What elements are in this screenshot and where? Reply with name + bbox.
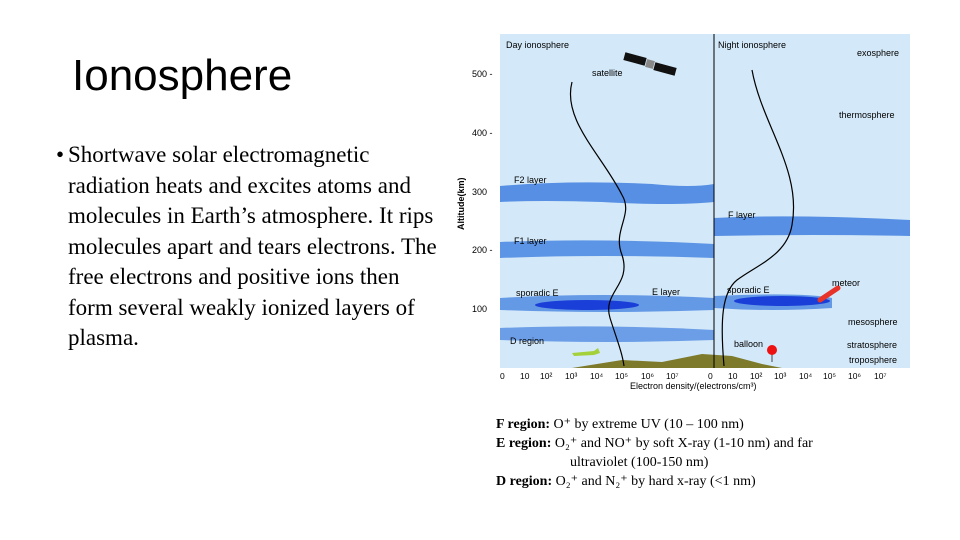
balloon-label: balloon [734, 339, 763, 349]
y-tick-300: 300 [472, 187, 487, 197]
thermosphere-label: thermosphere [839, 110, 895, 120]
x-tick-night-7: 10⁷ [874, 371, 887, 381]
x-tick-night-3: 10³ [774, 371, 786, 381]
f-region-text: O⁺ by extreme UV (10 – 100 nm) [553, 417, 744, 432]
e-region-label: E region: [496, 436, 552, 451]
x-tick-night-6: 10⁶ [848, 371, 861, 381]
x-tick-night-1: 10 [728, 371, 738, 381]
y-tick-500: 500 - [472, 69, 493, 79]
stratosphere-label: stratosphere [847, 340, 897, 350]
x-tick-night-0: 0 [708, 371, 713, 381]
sporadic-e-day-label: sporadic E [516, 288, 559, 298]
x-tick-day-5: 10⁵ [615, 371, 628, 381]
y-tick-200: 200 - [472, 245, 493, 255]
y-axis-label: Altitude(km) [456, 178, 466, 231]
y-tick-100: 100 [472, 304, 487, 314]
d-region-label-text: D region: [496, 474, 553, 489]
satellite-label: satellite [592, 68, 623, 78]
meteor-icon [817, 285, 841, 303]
x-tick-day-1: 10 [520, 371, 530, 381]
bullet-marker: • [56, 142, 65, 167]
sporadic-e-night-label: sporadic E [727, 285, 770, 295]
f-region-label: F region: [496, 417, 551, 432]
e-region-text: O₂⁺ and NO⁺ by soft X-ray (1-10 nm) and … [554, 436, 813, 451]
x-tick-day-0: 0 [500, 371, 505, 381]
x-tick-day-3: 10³ [565, 371, 577, 381]
f-layer-band [714, 216, 910, 236]
night-density-curve [721, 69, 795, 367]
x-tick-labels: 0 10 10² 10³ 10⁴ 10⁵ 10⁶ 10⁷ 0 10 10² 10… [500, 371, 887, 381]
troposphere-label: troposphere [849, 355, 897, 365]
f1-layer-label: F1 layer [514, 236, 547, 246]
e-region-row: E region: O₂⁺ and NO⁺ by soft X-ray (1-1… [496, 434, 936, 453]
ionization-regions: F region: O⁺ by extreme UV (10 – 100 nm)… [496, 415, 936, 491]
night-ionosphere-label: Night ionosphere [718, 40, 786, 50]
sporadic-e-day-patch [535, 300, 639, 310]
e-layer-label: E layer [652, 287, 680, 297]
day-ionosphere-label: Day ionosphere [506, 40, 569, 50]
plane-icon [572, 348, 600, 356]
y-tick-labels: 500 - 400 - 300 200 - 100 [472, 69, 493, 314]
ground-mountains [572, 354, 782, 368]
x-tick-day-7: 10⁷ [666, 371, 679, 381]
x-tick-night-2: 10² [750, 371, 762, 381]
balloon-icon [767, 345, 777, 362]
sporadic-e-night-patch [734, 296, 830, 306]
d-region-label: D region [510, 336, 544, 346]
x-tick-day-6: 10⁶ [641, 371, 654, 381]
x-tick-day-2: 10² [540, 371, 552, 381]
satellite-icon [623, 52, 677, 76]
e-region-continuation: ultraviolet (100-150 nm) [570, 455, 709, 470]
ionosphere-diagram: Altitude(km) 500 - 400 - 300 200 - 100 0… [452, 30, 912, 392]
f2-layer-band [500, 182, 714, 204]
x-tick-night-4: 10⁴ [799, 371, 812, 381]
y-tick-400: 400 - [472, 128, 493, 138]
meteor-label: meteor [832, 278, 860, 288]
x-axis-label: Electron density/(electrons/cm³) [630, 381, 757, 391]
f-layer-label: F layer [728, 210, 756, 220]
bullet-text: Shortwave solar electromagnetic radiatio… [68, 142, 437, 350]
mesosphere-label: mesosphere [848, 317, 898, 327]
x-tick-day-4: 10⁴ [590, 371, 603, 381]
exosphere-label: exosphere [857, 48, 899, 58]
x-tick-night-5: 10⁵ [823, 371, 836, 381]
d-region-band [500, 326, 714, 342]
d-region-text: O₂⁺ and N₂⁺ by hard x-ray (<1 nm) [555, 474, 756, 489]
slide-title: Ionosphere [72, 51, 293, 100]
d-region-row: D region: O₂⁺ and N₂⁺ by hard x-ray (<1 … [496, 472, 936, 491]
f-region-row: F region: O⁺ by extreme UV (10 – 100 nm) [496, 415, 936, 434]
day-density-curve [569, 81, 627, 367]
f2-layer-label: F2 layer [514, 175, 547, 185]
f1-layer-band [500, 240, 714, 258]
